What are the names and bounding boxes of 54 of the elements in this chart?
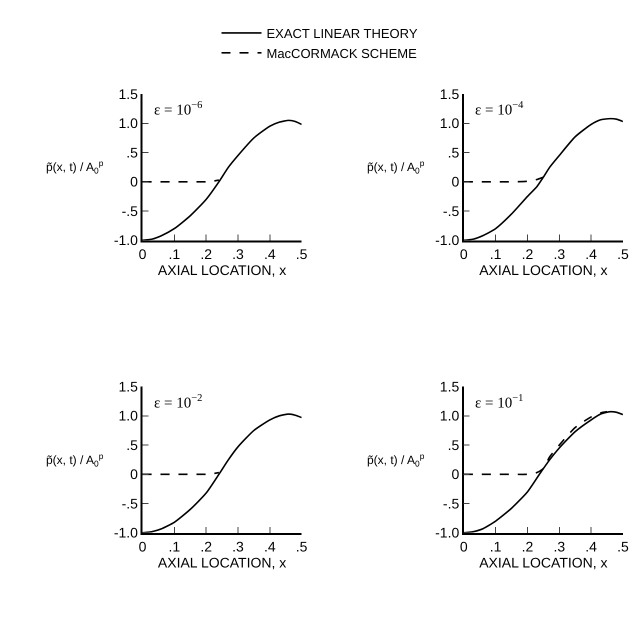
y-tick-label: 1.5 [118, 86, 138, 102]
y-tick-label: -1.0 [435, 524, 460, 541]
y-tick-label: .5 [448, 144, 460, 160]
x-tick-label: .5 [617, 246, 629, 262]
x-tick-label: .5 [617, 538, 629, 554]
x-tick-label: .1 [490, 538, 502, 554]
x-axis-title: AXIAL LOCATION, x [158, 262, 286, 278]
x-axis-title: AXIAL LOCATION, x [479, 262, 608, 278]
y-tick-label: -.5 [122, 495, 138, 512]
y-tick-label: 0 [451, 466, 460, 482]
x-axis-title: AXIAL LOCATION, x [479, 554, 608, 570]
annotation: ε = 10$^{−2}$ [154, 393, 202, 412]
legend-label: MacCORMACK SCHEME [266, 46, 418, 61]
x-tick-label: .1 [490, 246, 502, 262]
y-tick-label: .5 [126, 436, 138, 453]
x-tick-label: .4 [264, 246, 276, 262]
x-tick-label: .4 [585, 246, 598, 262]
x-tick-label: .4 [585, 538, 598, 554]
x-tick-label: .3 [553, 538, 566, 554]
y-tick-label: 0 [451, 174, 460, 190]
annotation: ε = 10$^{−1}$ [475, 393, 524, 412]
y-tick-label: .5 [448, 436, 460, 453]
y-tick-label: -.5 [442, 495, 460, 512]
y-tick-label: 1.5 [440, 86, 460, 102]
y-tick-label: -.5 [122, 202, 138, 219]
x-tick-label: .3 [553, 246, 566, 262]
y-tick-label: 1.0 [440, 408, 460, 424]
x-tick-label: .4 [264, 538, 276, 554]
y-tick-label: 1.5 [118, 378, 138, 394]
y-tick-label: -.5 [442, 202, 460, 219]
y-tick-label: -1.0 [114, 232, 138, 248]
y-tick-label: 1.0 [118, 115, 138, 132]
annotation: ε = 10$^{−6}$ [154, 100, 202, 118]
y-tick-label: 1.5 [440, 378, 460, 394]
y-tick-label: 0 [130, 466, 138, 482]
y-tick-label: 1.0 [118, 408, 138, 424]
y-tick-label: -1.0 [435, 232, 460, 248]
x-tick-label: .5 [296, 538, 308, 554]
x-tick-label: .2 [200, 538, 212, 554]
y-tick-label: 1.0 [440, 115, 460, 132]
x-tick-label: .5 [296, 246, 308, 262]
x-tick-label: .2 [522, 246, 534, 262]
legend-label: EXACT LINEAR THEORY [266, 26, 418, 42]
x-tick-label: .3 [232, 246, 244, 262]
x-tick-label: .1 [168, 246, 180, 262]
x-axis-title: AXIAL LOCATION, x [158, 554, 286, 570]
x-tick-label: .3 [232, 538, 244, 554]
y-tick-label: -1.0 [114, 524, 138, 541]
x-tick-label: .1 [168, 538, 180, 554]
y-tick-label: .5 [126, 144, 138, 160]
y-tick-label: 0 [130, 174, 138, 190]
x-tick-label: .2 [200, 246, 212, 262]
annotation: ε = 10$^{−4}$ [475, 100, 524, 118]
x-tick-label: .2 [522, 538, 534, 554]
